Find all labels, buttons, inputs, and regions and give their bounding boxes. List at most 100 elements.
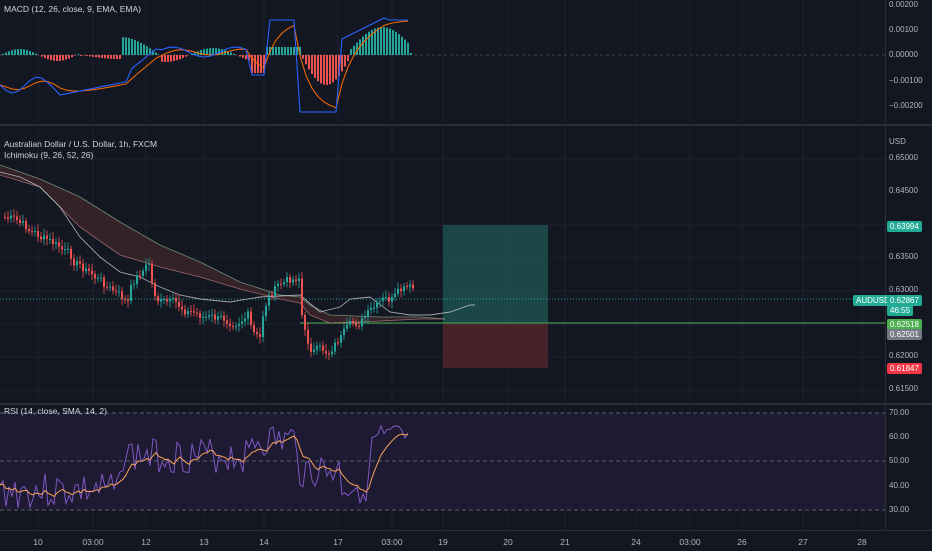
macd-histogram-bar — [77, 54, 79, 55]
candle-body — [184, 309, 186, 314]
macd-histogram-bar — [242, 55, 244, 58]
price-scale[interactable] — [885, 127, 932, 403]
candle-body — [349, 321, 351, 325]
candle-body — [205, 317, 207, 318]
candle-body — [199, 313, 201, 318]
currency-label: USD — [889, 137, 906, 146]
macd-histogram-bar — [290, 47, 292, 55]
macd-histogram-bar — [326, 55, 328, 85]
candle-body — [379, 301, 381, 302]
candle-body — [316, 346, 318, 350]
candle-body — [4, 217, 6, 218]
macd-histogram-bar — [20, 49, 22, 55]
candle-body — [268, 295, 270, 306]
macd-pane[interactable]: MACD (12, 26, close, 9, EMA, EMA) — [0, 0, 885, 124]
macd-histogram-bar — [311, 55, 313, 74]
candle-body — [397, 289, 399, 294]
candle-body — [40, 237, 42, 240]
macd-histogram-bar — [293, 47, 295, 55]
rsi-chart[interactable] — [0, 406, 885, 530]
rsi-legend[interactable]: RSI (14, close, SMA, 14, 2) — [4, 406, 107, 416]
pane-separator[interactable] — [0, 124, 932, 126]
candle-body — [232, 326, 234, 327]
candle-body — [322, 346, 324, 351]
candle-body — [238, 324, 240, 326]
macd-tick: 0.00000 — [889, 50, 918, 59]
rsi-tick: 30.00 — [889, 505, 909, 514]
macd-histogram-bar — [383, 27, 385, 55]
candle-body — [337, 342, 339, 343]
macd-histogram-bar — [110, 55, 112, 59]
candle-body — [193, 311, 195, 312]
macd-histogram-bar — [335, 55, 337, 79]
pane-separator[interactable] — [0, 403, 932, 405]
macd-histogram-bar — [332, 55, 334, 82]
candle-body — [196, 312, 198, 313]
candle-body — [52, 239, 54, 244]
candle-body — [376, 302, 378, 308]
candle-body — [49, 239, 51, 240]
candle-body — [352, 321, 354, 323]
ichimoku-legend[interactable]: Ichimoku (9, 26, 52, 26) — [4, 150, 93, 160]
candle-body — [313, 350, 315, 352]
target-price-label: 0.63994 — [887, 221, 922, 232]
macd-histogram-bar — [134, 40, 136, 55]
macd-histogram-bar — [80, 55, 82, 56]
macd-tick: −0.00100 — [889, 76, 923, 85]
price-chart[interactable] — [0, 127, 885, 403]
candle-body — [361, 318, 363, 326]
candle-body — [244, 319, 246, 322]
macd-histogram-bar — [281, 47, 283, 55]
time-tick: 10 — [33, 537, 42, 547]
macd-histogram-bar — [206, 49, 208, 55]
candle-body — [73, 259, 75, 265]
macd-histogram-bar — [128, 38, 130, 55]
candle-body — [124, 299, 126, 300]
rsi-pane[interactable]: RSI (14, close, SMA, 14, 2) — [0, 406, 885, 530]
candle-body — [274, 286, 276, 296]
candle-body — [70, 249, 72, 259]
macd-legend[interactable]: MACD (12, 26, close, 9, EMA, EMA) — [4, 4, 141, 14]
macd-histogram-bar — [104, 55, 106, 58]
candle-body — [130, 285, 132, 301]
candle-body — [112, 287, 114, 291]
price-tick: 0.62000 — [889, 351, 918, 360]
candle-body — [139, 275, 141, 276]
macd-chart[interactable] — [0, 0, 885, 124]
macd-histogram-bar — [356, 42, 358, 55]
candle-body — [118, 292, 120, 293]
candle-body — [388, 297, 390, 302]
macd-histogram-bar — [89, 55, 91, 56]
macd-histogram-bar — [344, 55, 346, 66]
rsi-tick: 70.00 — [889, 408, 909, 417]
candle-body — [13, 216, 15, 217]
price-pane[interactable]: Australian Dollar / U.S. Dollar, 1h, FXC… — [0, 127, 885, 403]
candle-body — [43, 236, 45, 240]
macd-histogram-bar — [275, 47, 277, 55]
candle-body — [391, 297, 393, 302]
macd-histogram-bar — [137, 41, 139, 55]
candle-body — [166, 299, 168, 301]
candle-body — [16, 216, 18, 219]
bar-countdown: 46:55 — [887, 305, 913, 316]
macd-tick: 0.00200 — [889, 0, 918, 9]
candle-body — [103, 278, 105, 287]
macd-histogram-bar — [176, 55, 178, 60]
symbol-title[interactable]: Australian Dollar / U.S. Dollar, 1h, FXC… — [4, 139, 157, 149]
time-tick: 03:00 — [679, 537, 700, 547]
macd-histogram-bar — [320, 55, 322, 83]
time-axis[interactable] — [0, 530, 932, 551]
candle-body — [46, 236, 48, 239]
macd-histogram-bar — [239, 55, 241, 57]
candle-body — [385, 297, 387, 298]
candle-body — [172, 298, 174, 299]
macd-histogram-bar — [35, 54, 37, 55]
candle-body — [298, 278, 300, 281]
macd-histogram-bar — [164, 55, 166, 62]
macd-histogram-bar — [398, 34, 400, 55]
candle-body — [178, 302, 180, 307]
time-tick: 21 — [560, 537, 569, 547]
candle-body — [355, 323, 357, 326]
candle-body — [340, 335, 342, 343]
candle-body — [250, 311, 252, 325]
